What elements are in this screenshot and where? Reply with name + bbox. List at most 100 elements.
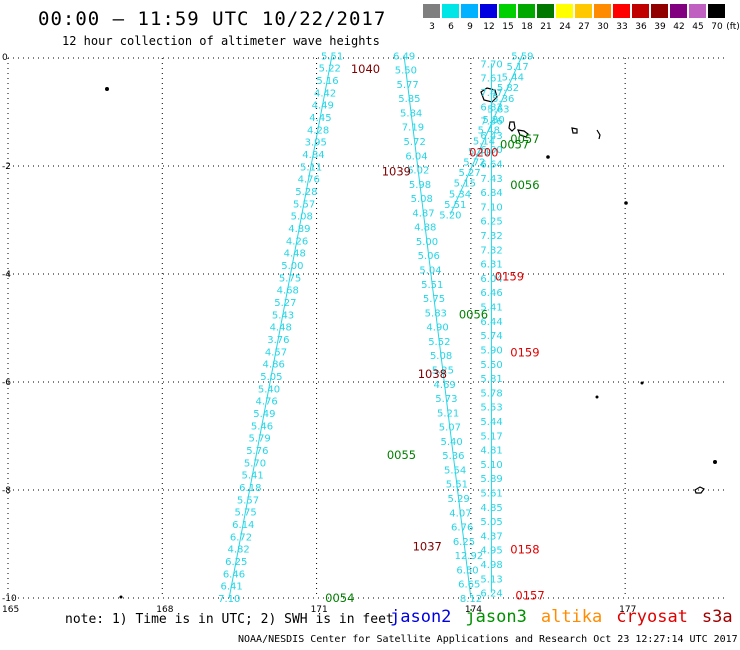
swh-value: 4.49 bbox=[312, 101, 334, 112]
swh-value: 6.04 bbox=[480, 274, 502, 285]
swh-value: 5.13 bbox=[480, 574, 502, 585]
swh-value: 5.98 bbox=[409, 180, 431, 191]
swh-value: 5.00 bbox=[416, 237, 438, 248]
scale-swatch bbox=[480, 4, 497, 18]
swh-value: 5.59 bbox=[511, 51, 533, 62]
pass-time-label: 0157 bbox=[515, 588, 544, 602]
scale-swatch bbox=[708, 4, 725, 18]
scale-label: 36 bbox=[635, 22, 647, 32]
lat-tick-label: -2 bbox=[2, 162, 11, 172]
swh-value: 5.90 bbox=[480, 345, 502, 356]
scale-swatch bbox=[575, 4, 592, 18]
swh-value: 5.44 bbox=[480, 417, 502, 428]
swh-value: 5.78 bbox=[480, 388, 502, 399]
swh-value: 4.69 bbox=[433, 380, 455, 391]
swh-value: 5.29 bbox=[448, 494, 470, 505]
swh-value: 5.06 bbox=[418, 251, 440, 262]
swh-value: 5.49 bbox=[253, 409, 275, 420]
lat-tick-label: -4 bbox=[2, 270, 11, 280]
swh-value: 5.17 bbox=[506, 62, 528, 73]
swh-value: 5.75 bbox=[235, 508, 257, 519]
pass-time-label: 0158 bbox=[510, 542, 539, 556]
pass-time-label: 0057 bbox=[500, 137, 529, 151]
pass-time-label: 0057 bbox=[510, 132, 539, 146]
swh-value: 12.92 bbox=[455, 551, 484, 562]
credit-line: NOAA/NESDIS Center for Satellite Applica… bbox=[238, 634, 738, 645]
island bbox=[508, 121, 516, 132]
swh-value: 5.48 bbox=[478, 126, 500, 137]
swh-value: 4.37 bbox=[480, 531, 502, 542]
swh-value: 5.40 bbox=[258, 384, 280, 395]
island bbox=[480, 87, 498, 103]
lat-tick-label: -10 bbox=[2, 594, 17, 604]
swh-value: 5.72 bbox=[463, 158, 485, 169]
swh-value: 4.26 bbox=[286, 236, 308, 247]
scale-swatch bbox=[461, 4, 478, 18]
pass-time-label: 1039 bbox=[382, 164, 411, 178]
lat-tick-label: -6 bbox=[2, 378, 11, 388]
swh-value: 5.81 bbox=[480, 374, 502, 385]
island bbox=[624, 201, 628, 205]
units-note: note: 1) Time is in UTC; 2) SWH is in fe… bbox=[65, 612, 394, 627]
swh-value: 6.65 bbox=[458, 580, 480, 591]
swh-value: 4.48 bbox=[270, 323, 292, 334]
swh-value: 5.76 bbox=[246, 446, 268, 457]
swh-value: 5.75 bbox=[279, 273, 301, 284]
island bbox=[694, 486, 705, 494]
swh-value: 5.70 bbox=[244, 458, 266, 469]
satellite-name: jason2 bbox=[390, 607, 452, 627]
scale-swatch bbox=[556, 4, 573, 18]
swh-value: 5.07 bbox=[439, 423, 461, 434]
swh-value: 4.98 bbox=[480, 560, 502, 571]
swh-value: 6.49 bbox=[393, 51, 415, 62]
island bbox=[640, 381, 644, 385]
scale-label: 6 bbox=[448, 22, 454, 32]
scale-swatch bbox=[518, 4, 535, 18]
swh-value: 5.00 bbox=[281, 261, 303, 272]
lat-tick-label: 0 bbox=[2, 53, 8, 63]
island bbox=[596, 129, 601, 140]
satellite-tracks: 5.51 5.225.164.42 4.494.454.28 3.954.845.11… bbox=[218, 51, 533, 605]
swh-value: 6.76 bbox=[451, 523, 473, 534]
swh-value: 3.95 bbox=[305, 138, 327, 149]
swh-value: 6.24 bbox=[480, 589, 502, 600]
swh-value: 5.15 bbox=[454, 179, 476, 190]
swh-value: 5.08 bbox=[411, 194, 433, 205]
lon-tick-label: 165 bbox=[2, 605, 19, 615]
scale-label: 30 bbox=[597, 22, 609, 32]
scale-label: 45 bbox=[692, 22, 704, 32]
swh-value: 7.32 bbox=[480, 245, 502, 256]
scale-label: 42 bbox=[673, 22, 685, 32]
scale-swatch bbox=[537, 4, 554, 18]
track-line bbox=[403, 55, 472, 599]
lat-tick-label: -8 bbox=[2, 486, 11, 496]
swh-value: 4.45 bbox=[309, 113, 331, 124]
swh-value: 7.61 bbox=[480, 74, 502, 85]
scale-label: 9 bbox=[467, 22, 473, 32]
scale-swatch bbox=[632, 4, 649, 18]
swh-value: 5.75 bbox=[423, 294, 445, 305]
scale-swatch bbox=[613, 4, 630, 18]
swh-value: 5.54 bbox=[444, 465, 466, 476]
track-line bbox=[228, 55, 333, 599]
swh-value: 6.18 bbox=[239, 483, 261, 494]
swh-value: 7.32 bbox=[480, 231, 502, 242]
scale-swatch bbox=[499, 4, 516, 18]
lon-tick-label: 168 bbox=[156, 605, 173, 615]
scale-label: 21 bbox=[540, 22, 552, 32]
pass-time-label: 0056 bbox=[459, 308, 488, 322]
swh-value: 6.72 bbox=[230, 532, 252, 543]
swh-value: 5.89 bbox=[480, 474, 502, 485]
swh-value: 4.87 bbox=[412, 208, 434, 219]
swh-value: 5.53 bbox=[480, 403, 502, 414]
map-gridlines bbox=[7, 57, 728, 599]
swh-value: 4.28 bbox=[307, 125, 329, 136]
swh-value: 6.50 bbox=[456, 565, 478, 576]
swh-value: 5.52 bbox=[428, 337, 450, 348]
island-outlines bbox=[105, 87, 717, 599]
swh-value: 7.10 bbox=[218, 594, 240, 605]
swh-value: 4.57 bbox=[265, 347, 287, 358]
scale-swatch bbox=[442, 4, 459, 18]
swh-value: 7.10 bbox=[480, 202, 502, 213]
swh-value: 5.72 bbox=[404, 137, 426, 148]
